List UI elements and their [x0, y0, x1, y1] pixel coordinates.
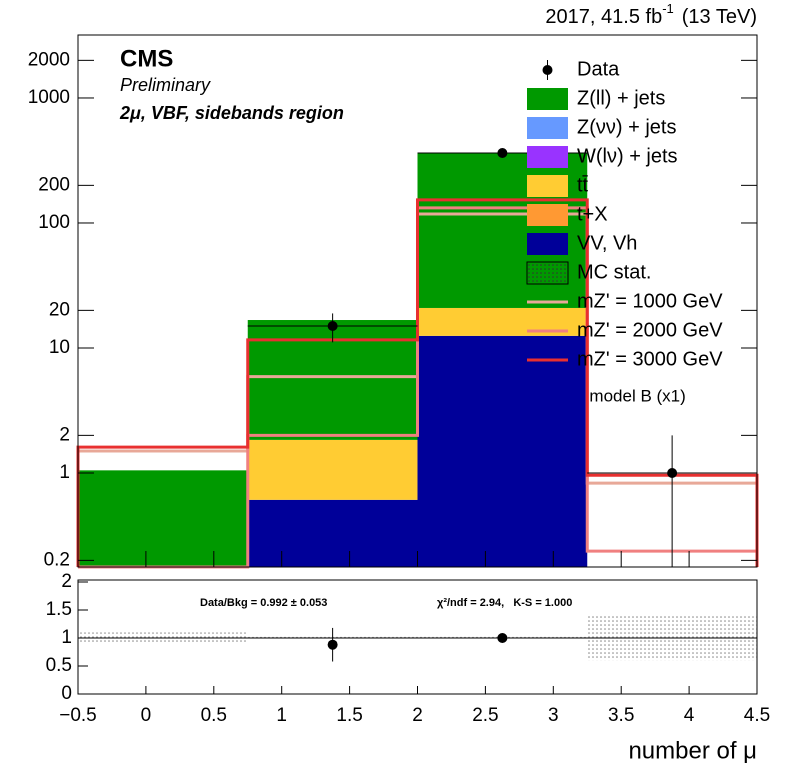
legend-label: t+X [577, 203, 608, 225]
y-tick-label: 2 [61, 571, 72, 592]
y-tick-label: 20 [49, 299, 70, 320]
lumi-energy: (13 TeV) [682, 6, 757, 28]
legend-label: VV, Vh [577, 232, 637, 254]
legend-swatch [527, 204, 568, 226]
legend-label: mZ' = 3000 GeV [577, 348, 723, 370]
legend-label: MC stat. [577, 261, 651, 283]
y-tick-label: 0.2 [44, 549, 70, 570]
x-tick-label: 4 [684, 705, 695, 726]
y-tick-label: 200 [38, 174, 70, 195]
legend-label: tt̄ [577, 174, 589, 196]
x-tick-label: 4.5 [744, 705, 770, 726]
legend-label: Z(ll) + jets [577, 87, 665, 109]
y-tick-label: 2000 [28, 49, 70, 70]
y-tick-label: 0 [61, 683, 72, 704]
stack-segment [247, 499, 418, 567]
ratio-frame [77, 579, 758, 695]
legend-swatch [527, 146, 568, 168]
x-tick-label: 0 [141, 705, 152, 726]
x-tick-label: 3 [548, 705, 559, 726]
x-tick-label: −0.5 [59, 705, 97, 726]
legend-swatch [526, 261, 569, 285]
stack-segment [247, 439, 418, 500]
y-tick-label: 100 [38, 212, 70, 233]
y-tick-label: 1000 [28, 87, 70, 108]
y-tick-label: 10 [49, 337, 70, 358]
x-tick-label: 2 [412, 705, 423, 726]
legend-swatch [527, 233, 568, 255]
y-tick-label: 1 [59, 462, 70, 483]
y-tick-label: 2 [59, 424, 70, 445]
stack-segment [78, 470, 248, 567]
data-point [327, 320, 338, 331]
legend-swatch [527, 175, 568, 197]
legend-swatch [527, 88, 568, 110]
x-tick-label: 1 [276, 705, 287, 726]
legend-label: Data [577, 58, 620, 80]
x-tick-label: 3.5 [608, 705, 634, 726]
data-point [667, 467, 678, 478]
y-tick-label: 1 [61, 627, 72, 648]
lumi-text: 2017, 41.5 fb [545, 6, 662, 28]
lumi: 2017, 41.5 fb-1 (13 TeV) [545, 1, 757, 28]
y-tick-label: 0.5 [46, 655, 72, 676]
ratio-point [497, 633, 508, 643]
ratio-point [327, 639, 338, 650]
legend-label: W(lν) + jets [577, 145, 678, 167]
x-axis-title: number of μ [628, 737, 757, 764]
region: 2μ, VBF, sidebands region [119, 103, 344, 123]
x-tick-label: 2.5 [472, 705, 498, 726]
x-tick-label: 1.5 [336, 705, 362, 726]
legend-label: mZ' = 1000 GeV [577, 290, 723, 312]
legend-label: mZ' = 2000 GeV [577, 319, 723, 341]
lumi-sup: -1 [662, 1, 674, 16]
x-tick-label: 0.5 [201, 705, 227, 726]
data-point [497, 147, 508, 158]
experiment: CMS [120, 45, 173, 72]
y-tick-label: 1.5 [46, 599, 72, 620]
legend-label: Z(νν) + jets [577, 116, 676, 138]
status: Preliminary [120, 75, 211, 95]
legend-swatch [527, 117, 568, 139]
stack-segment [417, 335, 588, 567]
ratio-annotation: χ²/ndf = 2.94, K-S = 1.000 [437, 597, 572, 609]
ratio-annotation: Data/Bkg = 0.992 ± 0.053 [200, 597, 327, 609]
